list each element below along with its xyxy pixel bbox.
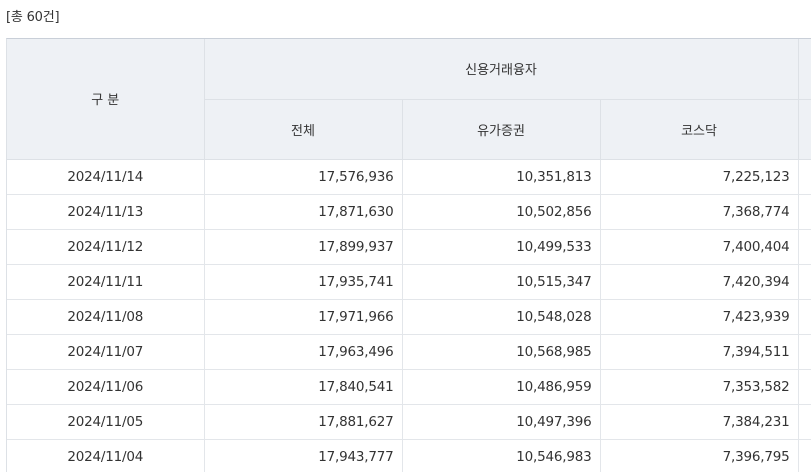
row-kosdaq-cell: 7,400,404 <box>600 229 799 265</box>
table-row: 2024/11/04 17,943,777 10,546,983 7,396,795 <box>7 439 811 472</box>
row-total-cell: 17,576,936 <box>204 159 403 195</box>
row-kosdaq-cell: 7,225,123 <box>600 159 799 195</box>
table-row: 2024/11/14 17,576,936 10,351,813 7,225,123 <box>7 159 811 195</box>
table-row: 2024/11/11 17,935,741 10,515,347 7,420,394 <box>7 264 811 300</box>
row-kospi-cell: 10,548,028 <box>402 299 601 335</box>
credit-loan-table-container: 구 분 신용거래융자 전체 유가증권 코스닥 2024/11/14 17,576,… <box>6 38 811 472</box>
row-total-cell: 17,840,541 <box>204 369 403 405</box>
header-category: 구 분 <box>7 39 205 160</box>
table-row: 2024/11/05 17,881,627 10,497,396 7,384,231 <box>7 404 811 440</box>
row-cut-off-cell <box>798 194 811 230</box>
row-kosdaq-cell: 7,423,939 <box>600 299 799 335</box>
row-total-cell: 17,971,966 <box>204 299 403 335</box>
total-count-label: [총 60건] <box>6 10 60 25</box>
row-kospi-cell: 10,497,396 <box>402 404 601 440</box>
table-row: 2024/11/13 17,871,630 10,502,856 7,368,774 <box>7 194 811 230</box>
row-date-cell: 2024/11/12 <box>7 229 205 265</box>
row-kosdaq-cell: 7,420,394 <box>600 264 799 300</box>
row-kospi-cell: 10,486,959 <box>402 369 601 405</box>
row-cut-off-cell <box>798 334 811 370</box>
row-kosdaq-cell: 7,384,231 <box>600 404 799 440</box>
row-total-cell: 17,881,627 <box>204 404 403 440</box>
row-cut-off-cell <box>798 439 811 472</box>
row-kosdaq-cell: 7,394,511 <box>600 334 799 370</box>
credit-loan-table: 구 분 신용거래융자 전체 유가증권 코스닥 2024/11/14 17,576,… <box>7 39 811 472</box>
row-total-cell: 17,935,741 <box>204 264 403 300</box>
row-kospi-cell: 10,499,533 <box>402 229 601 265</box>
row-total-cell: 17,943,777 <box>204 439 403 472</box>
row-date-cell: 2024/11/04 <box>7 439 205 472</box>
table-row: 2024/11/07 17,963,496 10,568,985 7,394,511 <box>7 334 811 370</box>
row-cut-off-cell <box>798 229 811 265</box>
header-total: 전체 <box>204 99 403 160</box>
row-kospi-cell: 10,502,856 <box>402 194 601 230</box>
row-date-cell: 2024/11/14 <box>7 159 205 195</box>
row-total-cell: 17,871,630 <box>204 194 403 230</box>
header-kospi: 유가증권 <box>402 99 601 160</box>
row-kosdaq-cell: 7,368,774 <box>600 194 799 230</box>
header-kosdaq: 코스닥 <box>600 99 799 160</box>
row-kospi-cell: 10,351,813 <box>402 159 601 195</box>
row-kospi-cell: 10,568,985 <box>402 334 601 370</box>
row-total-cell: 17,899,937 <box>204 229 403 265</box>
row-cut-off-cell <box>798 404 811 440</box>
table-row: 2024/11/08 17,971,966 10,548,028 7,423,939 <box>7 299 811 335</box>
row-date-cell: 2024/11/07 <box>7 334 205 370</box>
row-date-cell: 2024/11/13 <box>7 194 205 230</box>
row-kosdaq-cell: 7,353,582 <box>600 369 799 405</box>
row-date-cell: 2024/11/06 <box>7 369 205 405</box>
row-kospi-cell: 10,515,347 <box>402 264 601 300</box>
table-row: 2024/11/06 17,840,541 10,486,959 7,353,582 <box>7 369 811 405</box>
row-kospi-cell: 10,546,983 <box>402 439 601 472</box>
row-date-cell: 2024/11/05 <box>7 404 205 440</box>
header-cut-off-column <box>798 39 811 100</box>
table-row: 2024/11/12 17,899,937 10,499,533 7,400,404 <box>7 229 811 265</box>
row-total-cell: 17,963,496 <box>204 334 403 370</box>
row-cut-off-cell <box>798 369 811 405</box>
header-group-credit-loan: 신용거래융자 <box>204 39 799 100</box>
table-header: 구 분 신용거래융자 전체 유가증권 코스닥 <box>7 39 811 160</box>
row-date-cell: 2024/11/11 <box>7 264 205 300</box>
row-date-cell: 2024/11/08 <box>7 299 205 335</box>
row-cut-off-cell <box>798 159 811 195</box>
row-cut-off-cell <box>798 299 811 335</box>
table-body: 2024/11/14 17,576,936 10,351,813 7,225,123 2… <box>7 159 811 472</box>
row-cut-off-cell <box>798 264 811 300</box>
row-kosdaq-cell: 7,396,795 <box>600 439 799 472</box>
header-cut-off-column <box>798 99 811 160</box>
